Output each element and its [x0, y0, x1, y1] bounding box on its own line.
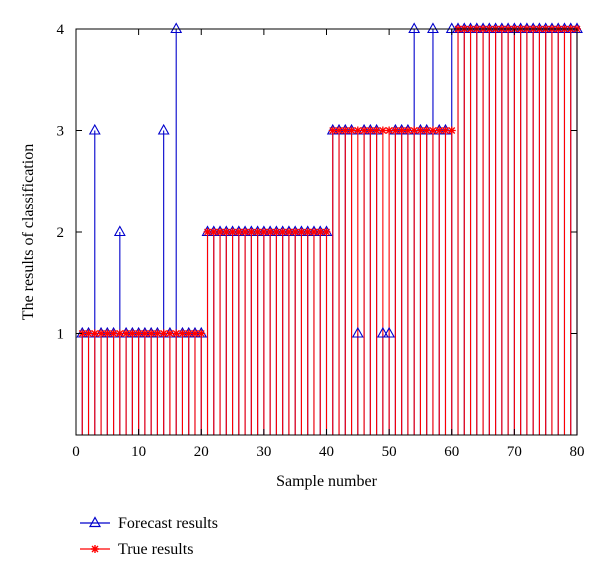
x-axis-label: Sample number — [276, 473, 378, 490]
x-tick-label: 60 — [444, 444, 459, 460]
forecast-point — [157, 123, 170, 135]
forecast-markers — [76, 22, 583, 338]
legend-forecast-label: Forecast results — [118, 515, 218, 532]
true-point — [253, 228, 262, 236]
true-point — [366, 126, 375, 135]
true-point — [209, 228, 218, 236]
legend-item-true: True results — [80, 541, 193, 558]
y-tick-label: 2 — [57, 225, 65, 241]
true-point — [322, 228, 331, 236]
true-point — [297, 228, 306, 236]
axis-ticks: 0 10 20 30 40 50 60 70 80 1 2 3 4 — [57, 22, 585, 460]
true-point — [278, 228, 287, 236]
true-point — [422, 126, 431, 135]
true-point — [159, 329, 168, 338]
true-point — [441, 126, 450, 135]
true-point — [272, 228, 281, 236]
true-point — [266, 228, 275, 236]
true-point — [115, 329, 124, 338]
true-point — [128, 329, 137, 338]
true-point — [385, 126, 394, 135]
true-point — [90, 329, 99, 338]
true-point — [353, 126, 362, 135]
true-stems — [81, 29, 578, 435]
x-tick-label: 40 — [319, 444, 334, 460]
forecast-point — [351, 326, 364, 338]
x-tick-label: 20 — [194, 444, 209, 460]
true-point — [165, 329, 174, 338]
y-tick-label: 3 — [57, 124, 65, 140]
true-point — [203, 228, 212, 236]
true-point — [328, 126, 337, 135]
true-point — [397, 126, 406, 135]
true-point — [360, 126, 369, 135]
true-point — [222, 228, 231, 236]
true-point — [134, 329, 143, 338]
x-tick-label: 70 — [507, 444, 522, 460]
true-point — [391, 126, 400, 135]
true-point — [347, 126, 356, 135]
forecast-point — [383, 326, 396, 338]
legend: Forecast results True results — [80, 515, 218, 558]
true-point — [97, 329, 106, 338]
true-point — [153, 329, 162, 338]
y-tick-label: 4 — [57, 22, 65, 38]
legend-forecast-marker — [88, 516, 102, 528]
true-point — [190, 329, 199, 338]
true-point — [228, 228, 237, 236]
true-point — [447, 126, 456, 135]
forecast-point — [88, 123, 101, 135]
true-point — [416, 126, 425, 135]
legend-true-marker — [91, 545, 99, 553]
true-point — [172, 329, 181, 338]
true-point — [410, 126, 419, 135]
true-point — [247, 228, 256, 236]
x-tick-label: 30 — [256, 444, 271, 460]
x-tick-label: 80 — [570, 444, 585, 460]
forecast-point — [376, 326, 389, 338]
y-tick-label: 1 — [57, 327, 65, 343]
x-tick-label: 50 — [382, 444, 397, 460]
true-point — [78, 329, 87, 338]
true-point — [109, 329, 118, 338]
true-point — [103, 329, 112, 338]
true-point — [259, 228, 268, 236]
true-point — [309, 228, 318, 236]
true-point — [178, 329, 187, 338]
true-point — [378, 126, 387, 135]
true-point — [291, 228, 300, 236]
x-tick-label: 10 — [131, 444, 146, 460]
x-tick-label: 0 — [72, 444, 80, 460]
true-point — [184, 329, 193, 338]
true-markers — [78, 25, 581, 338]
true-point — [341, 126, 350, 135]
true-point — [147, 329, 156, 338]
true-point — [335, 126, 344, 135]
legend-true-label: True results — [118, 541, 193, 558]
legend-item-forecast: Forecast results — [80, 515, 218, 532]
true-point — [241, 228, 250, 236]
forecast-point — [408, 22, 421, 34]
true-point — [197, 329, 206, 338]
y-axis-label: The results of classification — [20, 144, 37, 320]
true-point — [428, 126, 437, 135]
true-point — [216, 228, 225, 236]
true-point — [372, 126, 381, 135]
true-point — [435, 126, 444, 135]
true-point — [234, 228, 243, 236]
true-point — [316, 228, 325, 236]
true-point — [140, 329, 149, 338]
forecast-point — [427, 22, 439, 34]
forecast-point — [170, 22, 183, 34]
true-point — [403, 126, 412, 135]
true-point — [84, 329, 93, 338]
true-point — [284, 228, 293, 236]
true-point — [122, 329, 131, 338]
forecast-point — [113, 225, 126, 237]
true-point — [303, 228, 312, 236]
